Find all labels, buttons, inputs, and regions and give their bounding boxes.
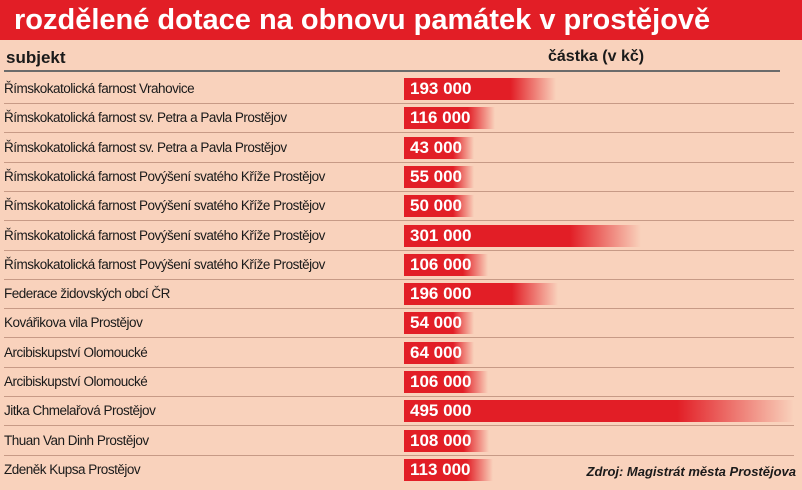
bar — [404, 253, 488, 276]
bar — [404, 165, 474, 188]
row-divider — [4, 425, 794, 427]
bar — [404, 371, 488, 393]
bar — [404, 224, 642, 247]
row-divider — [4, 132, 794, 134]
column-header-amount: částka (v kč) — [548, 48, 645, 65]
bar — [404, 400, 794, 423]
bar — [404, 136, 474, 159]
row-label: Římskokatolická farnost sv. Petra a Pavl… — [4, 139, 287, 155]
row-label: Kovářikova vila Prostějov — [4, 315, 143, 331]
bar-value-label: 106 000 — [410, 254, 472, 274]
row-divider — [4, 103, 794, 104]
row-divider — [4, 396, 794, 397]
row-label: Římskokatolická farnost sv. Petra a Pavl… — [4, 110, 287, 126]
row-divider — [4, 308, 794, 310]
row-divider — [4, 454, 794, 456]
row-label: Thuan Van Dinh Prostějov — [4, 432, 149, 448]
column-header-subject: subjekt — [6, 48, 66, 67]
row-divider — [4, 366, 794, 368]
header-divider — [4, 70, 780, 72]
row-divider — [4, 161, 794, 163]
bar — [404, 458, 494, 481]
bar — [404, 107, 496, 130]
bar-value-label: 196 000 — [410, 284, 472, 304]
bar-value-label: 495 000 — [410, 401, 472, 421]
bar — [404, 283, 559, 306]
bar-value-label: 106 000 — [410, 372, 472, 391]
page-title: rozdělené dotace na obnovu památek v pro… — [14, 4, 711, 36]
bar-value-label: 50 000 — [410, 196, 462, 216]
row-label: Římskokatolická farnost Povýšení svatého… — [4, 256, 325, 272]
row-label: Arcibiskupství Olomoucké — [4, 374, 148, 389]
row-divider — [4, 337, 794, 339]
bar-value-label: 193 000 — [410, 79, 472, 98]
bar-value-label: 54 000 — [410, 313, 462, 333]
row-label: Zdeněk Kupsa Prostějov — [4, 461, 141, 477]
row-divider — [4, 249, 794, 251]
bar — [404, 312, 474, 335]
bar — [404, 429, 490, 452]
bar-value-label: 113 000 — [410, 459, 471, 479]
row-label: Federace židovských obcí ČR — [4, 286, 170, 302]
row-divider — [4, 190, 794, 192]
bar-value-label: 301 000 — [410, 225, 472, 245]
bar — [404, 195, 474, 218]
row-label: Římskokatolická farnost Vrahovice — [4, 81, 195, 96]
bar-value-label: 55 000 — [410, 166, 462, 186]
title-bar: rozdělené dotace na obnovu památek v pro… — [0, 0, 802, 40]
row-divider — [4, 278, 794, 280]
bar — [404, 341, 474, 364]
row-label: Římskokatolická farnost Povýšení svatého… — [4, 227, 325, 243]
row-label: Římskokatolická farnost Povýšení svatého… — [4, 198, 325, 214]
bar — [404, 78, 557, 100]
row-label: Římskokatolická farnost Povýšení svatého… — [4, 168, 325, 184]
row-label: Arcibiskupství Olomoucké — [4, 344, 148, 360]
row-divider — [4, 220, 794, 222]
row-label: Jitka Chmelařová Prostějov — [4, 403, 156, 419]
bar-value-label: 116 000 — [410, 108, 471, 128]
bar-value-label: 43 000 — [410, 137, 462, 157]
bar-value-label: 64 000 — [410, 342, 462, 362]
source-note: Zdroj: Magistrát města Prostějova — [586, 464, 797, 479]
bar-value-label: 108 000 — [410, 430, 472, 450]
